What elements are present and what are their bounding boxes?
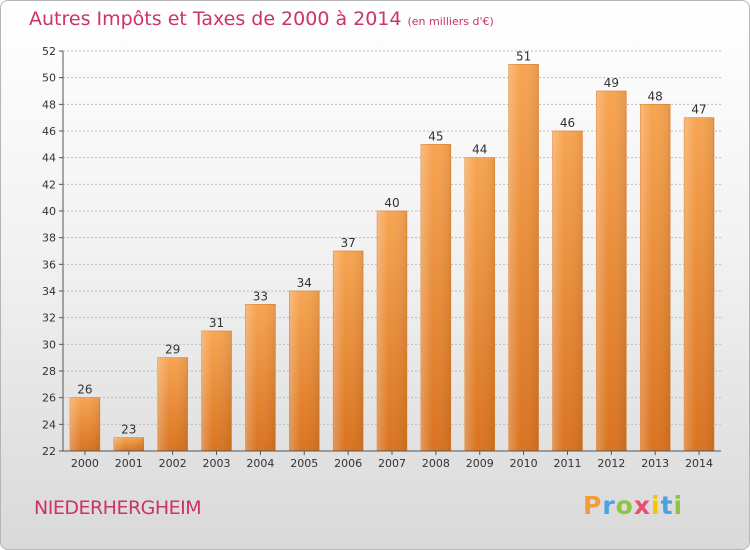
x-tick-label: 2005: [290, 457, 318, 470]
bar-shade: [552, 131, 583, 451]
bar-shade: [333, 251, 364, 451]
bar-shade: [113, 437, 144, 451]
value-label: 26: [77, 383, 92, 397]
value-label: 48: [648, 89, 663, 103]
x-tick-label: 2011: [553, 457, 581, 470]
y-tick-label: 52: [42, 45, 56, 58]
bar-shade: [464, 157, 495, 451]
value-label: 40: [384, 196, 399, 210]
bar-shade: [201, 331, 232, 451]
y-tick-label: 30: [42, 338, 56, 351]
logo-letter: r: [602, 491, 616, 520]
bar-shade: [596, 91, 627, 451]
value-label: 34: [297, 276, 312, 290]
y-tick-label: 24: [42, 418, 56, 431]
y-tick-label: 36: [42, 258, 56, 271]
bar-shade: [70, 397, 100, 451]
x-tick-label: 2010: [510, 457, 538, 470]
x-tick-label: 2004: [246, 457, 274, 470]
value-label: 45: [428, 129, 443, 143]
chart-title: Autres Impôts et Taxes de 2000 à 2014 (en…: [29, 8, 494, 30]
value-label: 37: [340, 236, 355, 250]
bar-shade: [684, 117, 714, 452]
x-tick-label: 2008: [422, 457, 450, 470]
y-axis: 22 24 26 28 30 32 34 36 38 40 42 44 46 48 50 52: [42, 45, 64, 458]
logo-letter: x: [633, 491, 651, 520]
x-tick-label: 2014: [685, 457, 713, 470]
bar-shade: [289, 291, 320, 451]
y-tick-label: 40: [42, 205, 56, 218]
x-tick-label: 2006: [334, 457, 362, 470]
value-label: 47: [691, 103, 706, 117]
value-label: 23: [121, 423, 136, 437]
y-tick-label: 28: [42, 365, 56, 378]
y-tick-label: 32: [42, 312, 56, 325]
y-tick-label: 26: [42, 392, 56, 405]
value-label: 31: [209, 316, 224, 330]
value-label: 44: [472, 143, 487, 157]
x-tick-label: 2009: [466, 457, 494, 470]
logo-letter: i: [673, 491, 684, 520]
subtitle-text: (en milliers d'€): [407, 15, 494, 28]
y-tick-label: 22: [42, 445, 56, 458]
bar-shade: [640, 104, 671, 451]
value-label: 46: [560, 116, 575, 130]
y-tick-label: 48: [42, 98, 56, 111]
x-tick-label: 2007: [378, 457, 406, 470]
commune-name: NIEDERHERGHEIM: [34, 497, 202, 519]
x-tick-label: 2001: [115, 457, 143, 470]
x-tick-label: 2002: [159, 457, 187, 470]
logo-letter: i: [651, 491, 661, 520]
bars: 26 23 29 31 33 34 37 40 45 44 51 46 49 48 47: [69, 49, 715, 452]
x-tick-label: 2000: [71, 457, 99, 470]
x-tick-label: 2003: [203, 457, 231, 470]
value-label: 51: [516, 49, 531, 63]
y-tick-label: 46: [42, 125, 56, 138]
x-axis: 2000 2001 2002 2003 2004 2005 2006 2007 2008 2009…: [63, 450, 721, 470]
x-tick-label: 2013: [641, 457, 669, 470]
bar-shade: [377, 211, 407, 451]
value-label: 33: [253, 289, 268, 303]
bar-shade: [508, 64, 539, 452]
y-tick-label: 42: [42, 178, 56, 191]
logo-letter: P: [583, 491, 603, 520]
bar-shade: [245, 304, 276, 451]
bar-shade: [420, 144, 451, 452]
y-tick-label: 34: [42, 285, 56, 298]
proxiti-logo: Proxiti: [583, 491, 683, 520]
logo-letter: o: [615, 491, 634, 520]
bar-shade: [157, 357, 188, 451]
y-tick-label: 38: [42, 232, 56, 245]
title-text: Autres Impôts et Taxes de 2000 à 2014: [29, 8, 402, 30]
x-tick-label: 2012: [597, 457, 625, 470]
y-tick-label: 44: [42, 152, 56, 165]
y-tick-label: 50: [42, 72, 56, 85]
logo-letter: t: [660, 491, 674, 520]
value-label: 29: [165, 343, 180, 357]
value-label: 49: [604, 76, 619, 90]
